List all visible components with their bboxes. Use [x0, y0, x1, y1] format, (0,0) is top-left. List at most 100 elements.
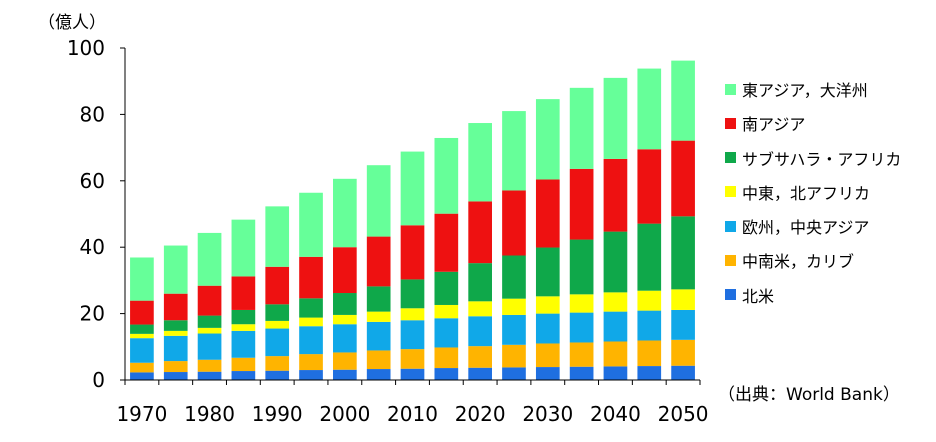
bar-segment-2-1975	[163, 335, 188, 362]
bar-segment-1-2000	[333, 352, 357, 370]
y-tick-label: 100	[67, 36, 105, 60]
bar-segment-5-2045	[637, 149, 662, 224]
bar-segment-6-2045	[637, 68, 662, 150]
bar-segment-1-1990	[265, 356, 290, 371]
bar-segment-1-1970	[130, 362, 154, 373]
bar-segment-3-2015	[434, 304, 459, 319]
bar-segment-6-2030	[535, 99, 560, 180]
legend-swatch	[725, 186, 736, 198]
bar-segment-6-2000	[333, 178, 357, 248]
bar-segment-2-1985	[231, 330, 256, 358]
bar-segment-3-2050	[671, 289, 695, 310]
legend-item-sub-saharan-africa: サブサハラ・アフリカ	[725, 145, 901, 171]
legend-item-east-asia-pacific: 東アジア，大洋州	[725, 76, 901, 102]
y-axis-ticks: 0 20 40 60 80 100	[67, 36, 125, 392]
bar-segment-4-1985	[231, 309, 256, 325]
bar-segment-5-2025	[502, 190, 526, 256]
bar-segment-4-1975	[163, 320, 188, 331]
bar-segment-0-2025	[502, 367, 526, 380]
bar-segment-6-1970	[130, 257, 154, 301]
legend-label: 南アジア	[742, 115, 806, 135]
bar-segment-5-2015	[434, 213, 459, 272]
legend-swatch	[725, 83, 736, 95]
bar-segment-2-2045	[637, 310, 662, 341]
bar-segment-3-2035	[569, 294, 594, 313]
bar-segment-4-2045	[637, 223, 662, 291]
bar-segment-0-2015	[434, 368, 459, 380]
bar-segment-0-2020	[468, 367, 492, 380]
bar-segment-2-2025	[502, 314, 526, 345]
legend-label: サブサハラ・アフリカ	[742, 149, 902, 169]
x-tick-label: 1990	[252, 402, 303, 426]
bar-segment-0-2040	[603, 366, 628, 380]
bar-segment-4-1970	[130, 324, 154, 334]
bar-segment-4-2015	[434, 271, 459, 305]
bar-segment-3-1990	[265, 320, 290, 329]
bar-segment-0-1980	[197, 371, 222, 380]
bar-segment-4-2005	[366, 286, 391, 312]
y-tick-label: 40	[80, 235, 105, 259]
bar-segment-6-2050	[671, 60, 695, 141]
bar-segment-5-1995	[299, 256, 323, 299]
bar-segment-4-2010	[400, 279, 425, 309]
bar-segment-6-2040	[603, 77, 628, 159]
bar-segment-1-2030	[535, 343, 560, 368]
bar-segment-3-2025	[502, 298, 526, 315]
y-tick-label: 60	[80, 169, 105, 193]
bar-segment-6-1975	[163, 245, 188, 294]
bar-segment-5-1975	[163, 293, 188, 321]
legend-item-south-asia: 南アジア	[725, 110, 901, 136]
bar-segment-2-1970	[130, 338, 154, 363]
legend-item-europe-central-asia: 欧州，中央アジア	[725, 213, 901, 239]
legend-item-middle-east-north-africa: 中東，北アフリカ	[725, 179, 901, 205]
x-tick-label: 2020	[455, 402, 506, 426]
bar-segment-5-2030	[535, 179, 560, 248]
bar-segment-6-2010	[400, 151, 425, 226]
legend-label: 中東，北アフリカ	[742, 183, 871, 203]
bar-segment-2-1980	[197, 333, 222, 360]
bar-segment-0-1990	[265, 370, 290, 380]
legend-swatch	[725, 220, 736, 232]
bar-segment-1-2015	[434, 347, 459, 369]
bar-segment-5-1980	[197, 285, 222, 316]
x-axis-ticks: 1970 1980 1990 2000 2010 2020 2030 2040 2050	[116, 380, 709, 426]
bar-segment-1-1975	[163, 361, 188, 373]
bar-segment-1-2010	[400, 349, 425, 369]
bar-segment-2-2050	[671, 309, 695, 340]
legend-item-latin-america-caribbean: 中南米，カリブ	[725, 247, 901, 273]
bar-segment-3-2010	[400, 308, 425, 321]
bar-segment-4-1980	[197, 315, 222, 328]
bar-segment-3-2005	[366, 311, 391, 322]
bar-segment-0-2050	[671, 365, 695, 380]
x-tick-label: 2010	[387, 402, 438, 426]
bar-segment-1-1995	[299, 354, 323, 371]
bar-segment-5-1970	[130, 300, 154, 325]
bar-segment-3-2040	[603, 292, 628, 312]
bar-segment-0-2010	[400, 368, 425, 380]
bar-segment-0-1970	[130, 372, 154, 380]
bar-segment-5-1990	[265, 266, 290, 305]
legend-item-north-america: 北米	[725, 282, 901, 308]
bar-segment-1-1980	[197, 359, 222, 372]
bar-segment-6-2035	[569, 87, 594, 169]
bar-segment-6-1980	[197, 232, 222, 286]
y-tick-label: 80	[80, 102, 105, 126]
bar-segment-4-2025	[502, 255, 526, 299]
bar-segment-2-1990	[265, 328, 290, 357]
bar-segment-5-2020	[468, 201, 492, 264]
bar-segment-4-2000	[333, 293, 357, 315]
bar-segment-6-1995	[299, 192, 323, 257]
bar-segment-1-2020	[468, 346, 492, 368]
bar-segment-2-2020	[468, 316, 492, 347]
bar-segment-0-1975	[163, 372, 188, 380]
bar-segment-6-1990	[265, 206, 290, 267]
legend-swatch	[725, 254, 736, 266]
bar-segment-1-2040	[603, 341, 628, 367]
legend-label: 北米	[742, 286, 775, 306]
bar-segment-2-2010	[400, 320, 425, 350]
bar-segment-5-1985	[231, 276, 256, 310]
bar-segment-6-2020	[468, 123, 492, 202]
bar-segment-5-2005	[366, 236, 391, 287]
legend-swatch	[725, 289, 736, 301]
